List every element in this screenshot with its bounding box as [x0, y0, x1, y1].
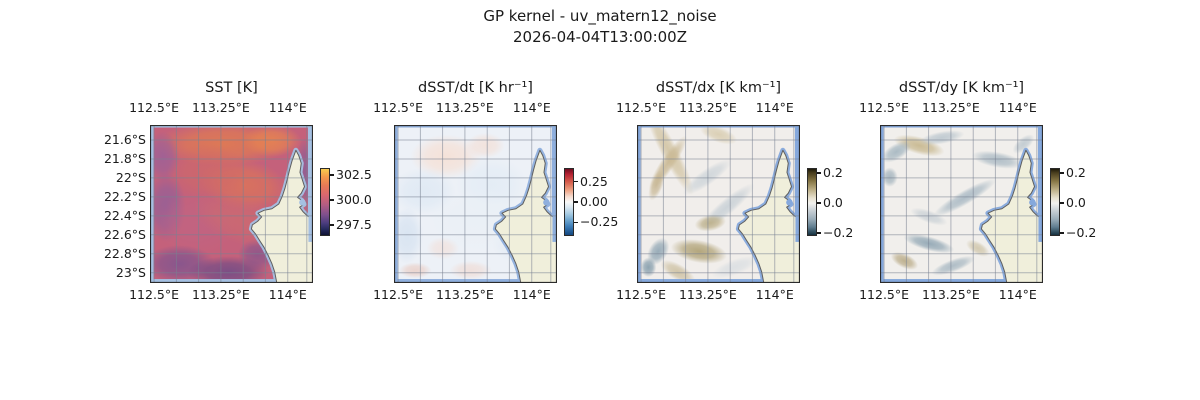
colorbar-sst: 302.5 300.0 297.5: [320, 167, 380, 236]
top-xticks-dsst_dt: 112.5°E 113.25°E 114°E: [373, 100, 557, 116]
map-dsst_dt: [394, 125, 557, 283]
map-dsst_dx: [637, 125, 800, 283]
map-sst: [150, 125, 313, 283]
xtick-label: 112.5°E: [129, 287, 180, 302]
panel-title-sst: SST [K]: [205, 80, 258, 96]
colorbar-tick: [1060, 172, 1064, 174]
ytick-label: 22.6°S: [103, 226, 146, 242]
figure-suptitle: GP kernel - uv_matern12_noise 2026-04-04…: [0, 6, 1200, 48]
colorbar-dsst_dt: 0.25 0.00 −0.25: [564, 168, 624, 236]
colorbar-dsst_dy: 0.2 0.0 −0.2: [1050, 165, 1110, 240]
colorbar-tick-label: −0.25: [580, 214, 619, 230]
xtick-label: 114°E: [512, 287, 551, 302]
bottom-xticks-sst: 112.5°E 113.25°E 114°E: [129, 287, 313, 303]
xtick-label: 113.25°E: [191, 100, 250, 115]
colorbar-tick: [574, 181, 578, 183]
colorbar-tick-label: 0.2: [1066, 165, 1086, 181]
colorbar-tick: [574, 201, 578, 203]
colorbar-tick: [330, 174, 334, 176]
xtick-label: 114°E: [268, 287, 307, 302]
xtick-label: 114°E: [512, 100, 551, 115]
colorbar-gradient-dsst_dy: [1050, 168, 1060, 236]
ytick-label: 22.2°S: [103, 188, 146, 204]
colorbar-tick: [1060, 202, 1064, 204]
colorbar-dsst_dx: 0.2 0.0 −0.2: [807, 165, 867, 240]
colorbar-tick-label: 0.00: [580, 193, 608, 209]
colorbar-gradient-sst: [320, 168, 330, 236]
xtick-label: 112.5°E: [373, 287, 424, 302]
xtick-label: 112.5°E: [859, 287, 910, 302]
xtick-label: 114°E: [998, 287, 1037, 302]
xtick-label: 113.25°E: [435, 100, 494, 115]
top-xticks-sst: 112.5°E 113.25°E 114°E: [129, 100, 313, 116]
colorbar-gradient-dsst_dt: [564, 168, 574, 236]
xtick-label: 113.25°E: [921, 100, 980, 115]
bottom-xticks-dsst_dy: 112.5°E 113.25°E 114°E: [859, 287, 1043, 303]
bottom-xticks-dsst_dt: 112.5°E 113.25°E 114°E: [373, 287, 557, 303]
xtick-label: 113.25°E: [921, 287, 980, 302]
xtick-label: 112.5°E: [616, 100, 667, 115]
colorbar-tick: [330, 224, 334, 226]
xtick-label: 114°E: [755, 100, 794, 115]
colorbar-tick-label: 302.5: [336, 167, 372, 182]
xtick-label: 112.5°E: [373, 100, 424, 115]
xtick-label: 112.5°E: [129, 100, 180, 115]
colorbar-tick: [574, 221, 578, 223]
xtick-label: 114°E: [268, 100, 307, 115]
ytick-label: 22.4°S: [103, 207, 146, 223]
colorbar-tick-label: 0.25: [580, 173, 608, 189]
colorbar-tick-label: 300.0: [336, 192, 372, 207]
panel-title-dsst_dt: dSST/dt [K hr⁻¹]: [418, 80, 533, 96]
top-xticks-dsst_dx: 112.5°E 113.25°E 114°E: [616, 100, 800, 116]
ytick-label: 22°S: [115, 169, 146, 185]
top-xticks-dsst_dy: 112.5°E 113.25°E 114°E: [859, 100, 1043, 116]
xtick-label: 112.5°E: [616, 287, 667, 302]
figure-suptitle-line2: 2026-04-04T13:00:00Z: [513, 28, 687, 46]
colorbar-tick: [330, 199, 334, 201]
xtick-label: 113.25°E: [191, 287, 250, 302]
colorbar-tick: [817, 202, 821, 204]
xtick-label: 113.25°E: [435, 287, 494, 302]
panel-title-dsst_dx: dSST/dx [K km⁻¹]: [655, 80, 782, 96]
colorbar-tick-label: −0.2: [823, 225, 854, 240]
ytick-label: 21.8°S: [103, 150, 146, 166]
ytick-label: 21.6°S: [103, 132, 146, 147]
colorbar-gradient-dsst_dx: [807, 168, 817, 236]
colorbar-tick-label: 0.0: [1066, 194, 1086, 210]
colorbar-tick-label: −0.2: [1066, 225, 1097, 240]
xtick-label: 114°E: [998, 100, 1037, 115]
colorbar-tick: [817, 232, 821, 234]
ytick-label: 22.8°S: [103, 245, 146, 261]
map-dsst_dy: [880, 125, 1043, 283]
colorbar-tick-label: 297.5: [336, 217, 372, 233]
xtick-label: 112.5°E: [859, 100, 910, 115]
xtick-label: 114°E: [755, 287, 794, 302]
ytick-label: 23°S: [115, 264, 146, 280]
colorbar-tick: [1060, 232, 1064, 234]
xtick-label: 113.25°E: [678, 287, 737, 302]
colorbar-tick-label: 0.0: [823, 194, 843, 210]
colorbar-tick-label: 0.2: [823, 165, 843, 181]
colorbar-tick: [817, 172, 821, 174]
bottom-xticks-dsst_dx: 112.5°E 113.25°E 114°E: [616, 287, 800, 303]
panel-title-dsst_dy: dSST/dy [K km⁻¹]: [898, 80, 1025, 96]
figure-suptitle-line1: GP kernel - uv_matern12_noise: [483, 7, 717, 25]
xtick-label: 113.25°E: [678, 100, 737, 115]
